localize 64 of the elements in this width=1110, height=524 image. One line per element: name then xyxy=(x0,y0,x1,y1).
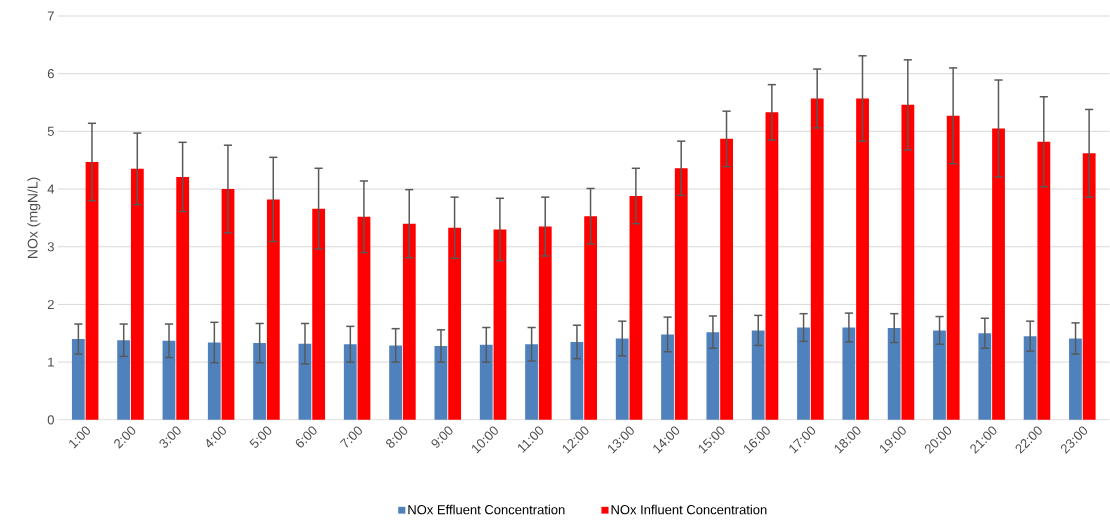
bar xyxy=(810,98,824,420)
bar xyxy=(176,177,190,420)
y-tick-label: 3 xyxy=(47,242,54,252)
bar xyxy=(343,344,357,420)
bar xyxy=(629,196,643,420)
bar xyxy=(493,229,507,420)
bar xyxy=(1037,141,1051,420)
bar xyxy=(85,162,99,420)
y-tick-label: 7 xyxy=(47,11,54,21)
bar xyxy=(856,98,869,420)
bar xyxy=(901,104,915,420)
y-tick-label: 2 xyxy=(47,300,54,310)
y-tick-label: 4 xyxy=(47,184,55,194)
y-tick-label: 6 xyxy=(47,69,54,79)
bar xyxy=(978,333,992,420)
x-tick-label: 8:00 xyxy=(386,426,408,448)
bar xyxy=(797,327,810,420)
x-tick-label: 5:00 xyxy=(249,426,272,448)
bar xyxy=(706,332,720,420)
bar xyxy=(312,208,326,420)
bar xyxy=(71,339,85,420)
bar xyxy=(765,112,779,420)
bar xyxy=(434,346,448,420)
bar xyxy=(448,227,462,420)
x-tick-label: 6:00 xyxy=(295,426,317,448)
bar xyxy=(117,340,131,420)
bar xyxy=(298,343,312,420)
bar xyxy=(570,342,584,420)
bar xyxy=(525,344,538,420)
bar xyxy=(253,343,267,420)
bar xyxy=(615,338,629,420)
y-tick-label: 5 xyxy=(47,126,54,137)
bar xyxy=(751,330,765,420)
bar xyxy=(538,226,552,420)
x-tick-label: 7:00 xyxy=(339,426,362,448)
y-tick-label: 1 xyxy=(48,357,54,367)
bar xyxy=(479,344,493,420)
bar xyxy=(1069,338,1082,420)
y-axis-title: NOx (mgN/L) xyxy=(27,177,41,259)
bar xyxy=(389,345,402,420)
bar xyxy=(992,128,1005,420)
y-tick-label: 0 xyxy=(47,415,54,425)
bar xyxy=(887,328,901,420)
bar xyxy=(584,216,598,420)
bar xyxy=(130,168,144,420)
bar xyxy=(674,168,688,420)
bar xyxy=(1082,153,1096,420)
legend-label: NOx Effluent Concentration xyxy=(408,504,565,515)
x-tick-label: 3:00 xyxy=(159,426,181,448)
bar xyxy=(402,223,416,420)
x-tick-label: 9:00 xyxy=(431,426,453,448)
bar xyxy=(661,334,674,420)
bar xyxy=(720,138,733,420)
bar xyxy=(162,340,176,420)
x-tick-label: 4:00 xyxy=(206,426,226,448)
bar xyxy=(207,342,221,420)
bar xyxy=(1023,336,1037,420)
bar xyxy=(842,327,856,420)
legend-label: NOx Influent Concentration xyxy=(611,504,767,515)
bar xyxy=(357,216,371,420)
bar xyxy=(933,330,946,420)
bar xyxy=(221,189,235,420)
bar xyxy=(946,115,960,420)
bar xyxy=(266,199,280,420)
